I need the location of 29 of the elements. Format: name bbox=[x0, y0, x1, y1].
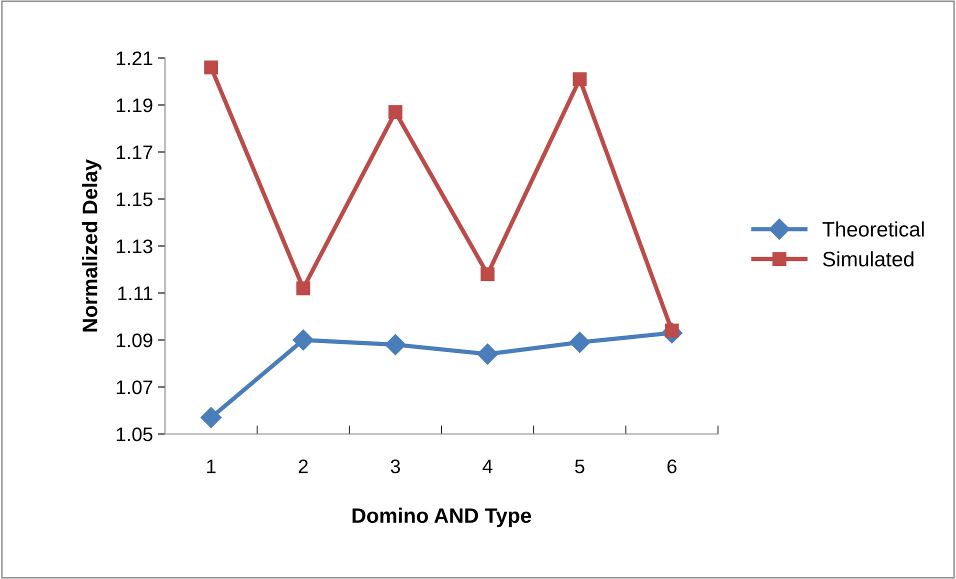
legend-label: Simulated bbox=[823, 251, 914, 267]
y-axis-title: Normalized Delay bbox=[82, 159, 102, 332]
point bbox=[292, 329, 314, 351]
point bbox=[200, 407, 222, 428]
y-tick-label: 1.13 bbox=[116, 239, 152, 254]
y-tick-label: 1.15 bbox=[116, 192, 152, 206]
point bbox=[569, 332, 590, 353]
x-axis-title: Domino AND Type bbox=[352, 508, 532, 528]
x-tick-label: 6 bbox=[668, 460, 676, 474]
y-tick-label: 1.11 bbox=[118, 286, 152, 300]
y-tick-label: 1.21 bbox=[116, 51, 152, 66]
x-tick-label: 5 bbox=[575, 460, 584, 474]
point bbox=[296, 281, 310, 296]
x-tick-label: 3 bbox=[390, 460, 400, 474]
point bbox=[388, 105, 402, 119]
point bbox=[204, 60, 218, 74]
point bbox=[477, 344, 498, 365]
point bbox=[572, 72, 587, 86]
y-tick-label: 1.17 bbox=[116, 146, 152, 160]
point bbox=[480, 267, 495, 282]
point bbox=[384, 334, 406, 356]
x-tick-label: 4 bbox=[482, 460, 492, 474]
y-tick-label: 1.05 bbox=[116, 427, 152, 442]
x-tick-label: 1 bbox=[207, 460, 216, 474]
y-tick-label: 1.19 bbox=[116, 98, 152, 112]
y-tick-label: 1.09 bbox=[116, 333, 152, 348]
x-tick-label: 2 bbox=[298, 460, 308, 474]
y-tick-label: 1.07 bbox=[116, 380, 152, 394]
legend-label: Theoretical bbox=[822, 221, 924, 237]
